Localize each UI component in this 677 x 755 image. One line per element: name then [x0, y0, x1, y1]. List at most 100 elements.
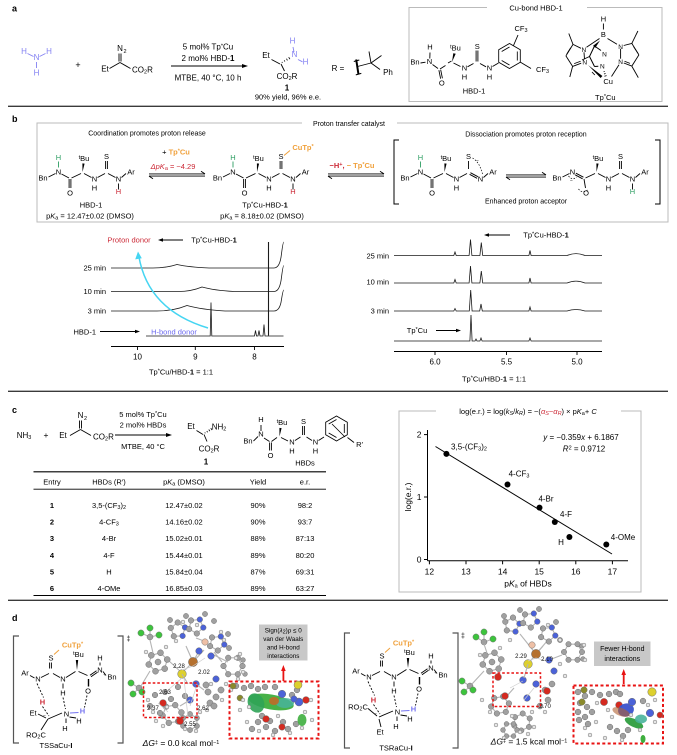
- svg-text:N: N: [266, 175, 271, 184]
- svg-text:H: H: [290, 187, 295, 196]
- svg-text:89%: 89%: [250, 584, 265, 593]
- svg-text:O: O: [439, 79, 445, 88]
- svg-text:N: N: [600, 64, 605, 71]
- svg-text:15.84±0.04: 15.84±0.04: [165, 567, 202, 576]
- svg-text:d: d: [12, 613, 18, 623]
- svg-text:N: N: [618, 44, 623, 51]
- svg-text:N: N: [487, 64, 492, 73]
- svg-text:10 min: 10 min: [366, 278, 389, 287]
- svg-text:c: c: [12, 405, 17, 415]
- svg-text:Ar: Ar: [489, 168, 497, 177]
- svg-text:N: N: [630, 175, 635, 184]
- svg-text:N: N: [290, 175, 295, 184]
- svg-text:R =: R =: [332, 64, 345, 73]
- svg-text:H: H: [266, 184, 271, 193]
- svg-text:Bn: Bn: [213, 174, 222, 183]
- svg-text:N: N: [292, 50, 298, 59]
- svg-text:ΔpKa = −4.29: ΔpKa = −4.29: [150, 162, 196, 172]
- svg-text:HBDs: HBDs: [295, 459, 315, 468]
- svg-text:+: +: [434, 670, 437, 675]
- svg-text:H: H: [371, 696, 376, 705]
- svg-text:87:13: 87:13: [296, 534, 315, 543]
- svg-text:90%: 90%: [250, 501, 265, 510]
- svg-text:CO2R: CO2R: [132, 66, 153, 76]
- svg-text:N: N: [618, 59, 623, 66]
- svg-text:N: N: [64, 710, 69, 719]
- svg-text:4-CF3: 4-CF3: [99, 518, 119, 528]
- svg-text:N: N: [78, 411, 84, 420]
- svg-text:HBDs (R′): HBDs (R′): [92, 477, 126, 486]
- svg-text:CuTp*: CuTp*: [62, 641, 84, 650]
- svg-text:9: 9: [193, 353, 198, 362]
- svg-text:TSRaCu-I: TSRaCu-I: [379, 744, 412, 753]
- svg-text:8: 8: [252, 353, 257, 362]
- svg-text:CF3: CF3: [536, 65, 549, 75]
- svg-text:Cu: Cu: [603, 77, 613, 86]
- svg-text:Tp*Cu-HBD-1: Tp*Cu-HBD-1: [191, 236, 237, 245]
- svg-text:H: H: [558, 538, 564, 547]
- svg-text:H: H: [40, 698, 45, 707]
- svg-text:N: N: [462, 64, 467, 73]
- svg-text:Tp*Cu: Tp*Cu: [407, 326, 428, 335]
- svg-text:2.63: 2.63: [159, 690, 171, 696]
- svg-text:H: H: [76, 717, 81, 726]
- svg-text:S: S: [48, 654, 53, 663]
- svg-text:Tp*Cu: Tp*Cu: [595, 93, 616, 102]
- svg-text:+: +: [75, 60, 80, 70]
- svg-text:NH3: NH3: [17, 431, 32, 441]
- svg-text:93:7: 93:7: [298, 518, 313, 527]
- svg-text:Fewer H-bond: Fewer H-bond: [600, 646, 644, 653]
- svg-text:ΔG‡ = 1.5 kcal mol−1: ΔG‡ = 1.5 kcal mol−1: [490, 737, 568, 747]
- svg-text:Tp*Cu-HBD-1: Tp*Cu-HBD-1: [523, 231, 569, 240]
- svg-text:S: S: [104, 152, 109, 161]
- svg-text:N: N: [428, 664, 433, 673]
- svg-text:O: O: [268, 451, 274, 460]
- svg-text:O: O: [429, 189, 435, 198]
- svg-text:2 mol% HBD-1: 2 mol% HBD-1: [182, 54, 235, 63]
- svg-text:H: H: [46, 47, 52, 56]
- svg-text:O: O: [416, 685, 422, 694]
- svg-text:0: 0: [417, 555, 422, 565]
- svg-text:4-Br: 4-Br: [102, 534, 117, 543]
- svg-text:Bn: Bn: [552, 174, 561, 183]
- svg-text:tBu: tBu: [593, 154, 604, 163]
- svg-text:25 min: 25 min: [366, 252, 389, 261]
- svg-text:tBu: tBu: [79, 154, 90, 163]
- svg-text:89%: 89%: [250, 551, 265, 560]
- svg-text:N: N: [366, 673, 371, 682]
- svg-text:Bn: Bn: [243, 437, 252, 446]
- svg-text:N: N: [606, 175, 611, 184]
- svg-text:H: H: [34, 69, 40, 78]
- svg-text:N: N: [395, 708, 400, 717]
- svg-text:H: H: [289, 447, 294, 456]
- svg-text:Cu-bond HBD-1: Cu-bond HBD-1: [509, 4, 562, 13]
- svg-text:2.62: 2.62: [197, 706, 209, 712]
- svg-text:H: H: [62, 724, 67, 733]
- svg-text:‡: ‡: [127, 636, 131, 643]
- svg-text:H: H: [230, 153, 235, 162]
- svg-text:1: 1: [50, 501, 54, 510]
- svg-text:Et: Et: [262, 51, 270, 60]
- svg-text:2: 2: [84, 416, 87, 422]
- svg-text:5.5: 5.5: [501, 358, 513, 367]
- svg-text:N: N: [56, 168, 61, 177]
- svg-text:tBu: tBu: [277, 418, 288, 427]
- svg-text:69:31: 69:31: [296, 567, 315, 576]
- svg-text:CuTp*: CuTp*: [292, 143, 314, 152]
- svg-text:25 min: 25 min: [83, 264, 106, 273]
- svg-text:−: −: [43, 714, 46, 720]
- svg-text:2: 2: [417, 430, 422, 440]
- svg-text:H: H: [428, 652, 433, 661]
- svg-text:H: H: [454, 184, 459, 193]
- svg-text:H: H: [630, 187, 635, 196]
- svg-text:6: 6: [50, 584, 54, 593]
- svg-text:H: H: [303, 58, 309, 67]
- svg-text:H: H: [418, 153, 423, 162]
- svg-text:Entry: Entry: [43, 477, 61, 486]
- svg-text:RO2C: RO2C: [348, 703, 368, 713]
- svg-text:10: 10: [133, 353, 142, 362]
- svg-text:N: N: [391, 673, 396, 682]
- svg-text:MTBE, 40 °C, 10 h: MTBE, 40 °C, 10 h: [175, 74, 242, 83]
- svg-text:N: N: [289, 438, 294, 447]
- svg-text:O: O: [242, 189, 248, 198]
